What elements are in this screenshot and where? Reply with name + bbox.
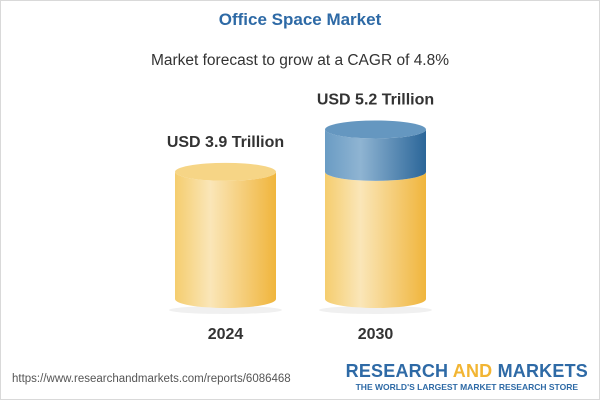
data-label: USD 5.2 Trillion [317, 91, 434, 108]
category-label: 2030 [358, 326, 394, 343]
cylinder-growth-2030 [325, 129, 426, 181]
chart-subtitle: Market forecast to grow at a CAGR of 4.8… [150, 52, 450, 69]
cylinder-base-2030 [325, 171, 426, 308]
cylinder-top-2030 [325, 120, 426, 139]
category-label: 2024 [208, 326, 244, 343]
source-url[interactable]: https://www.researchandmarkets.com/repor… [12, 373, 291, 385]
data-label: USD 3.9 Trillion [167, 134, 284, 151]
cylinder-top-2024 [175, 162, 276, 181]
cylinder-shadow [319, 306, 432, 314]
chart-title: Office Space Market [218, 10, 382, 29]
research-and-markets-logo: RESEARCH AND MARKETS THE WORLD'S LARGEST… [345, 361, 588, 392]
cylinder-shadow [169, 306, 282, 314]
cylinder-base-2024 [175, 171, 276, 308]
